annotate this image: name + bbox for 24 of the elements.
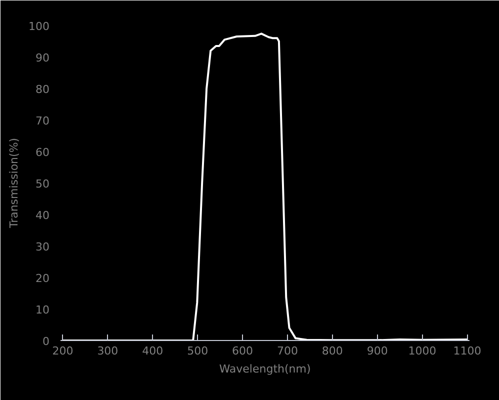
x-tick-label: 500 bbox=[187, 344, 208, 358]
y-tick-label: 20 bbox=[36, 272, 50, 285]
x-tick-label: 900 bbox=[366, 344, 388, 358]
y-tick-label: 40 bbox=[36, 209, 50, 222]
x-tick-label: 1000 bbox=[408, 344, 436, 358]
x-tick-label: 400 bbox=[142, 344, 164, 358]
y-axis-title: Transmission(%) bbox=[8, 138, 21, 230]
x-tick-label: 300 bbox=[97, 344, 118, 358]
y-tick-label: 60 bbox=[36, 146, 50, 159]
x-tick-label: 600 bbox=[232, 344, 254, 358]
y-tick-label: 90 bbox=[36, 52, 50, 64]
y-tick-label: 0 bbox=[42, 335, 50, 348]
y-tick-label: 10 bbox=[36, 304, 50, 316]
y-tick-label: 70 bbox=[36, 114, 50, 128]
x-tick-label: 1100 bbox=[453, 344, 482, 358]
x-axis-title: Wavelength(nm) bbox=[219, 362, 311, 376]
line-series bbox=[62, 32, 468, 340]
y-tick-label: 30 bbox=[36, 240, 50, 254]
y-tick-label: 80 bbox=[36, 83, 50, 96]
y-tick-label: 100 bbox=[28, 20, 50, 33]
y-tick-label: 50 bbox=[36, 178, 50, 190]
x-tick-label: 700 bbox=[276, 344, 298, 358]
x-tick-label: 200 bbox=[52, 344, 74, 358]
x-tick-label: 800 bbox=[322, 344, 343, 358]
